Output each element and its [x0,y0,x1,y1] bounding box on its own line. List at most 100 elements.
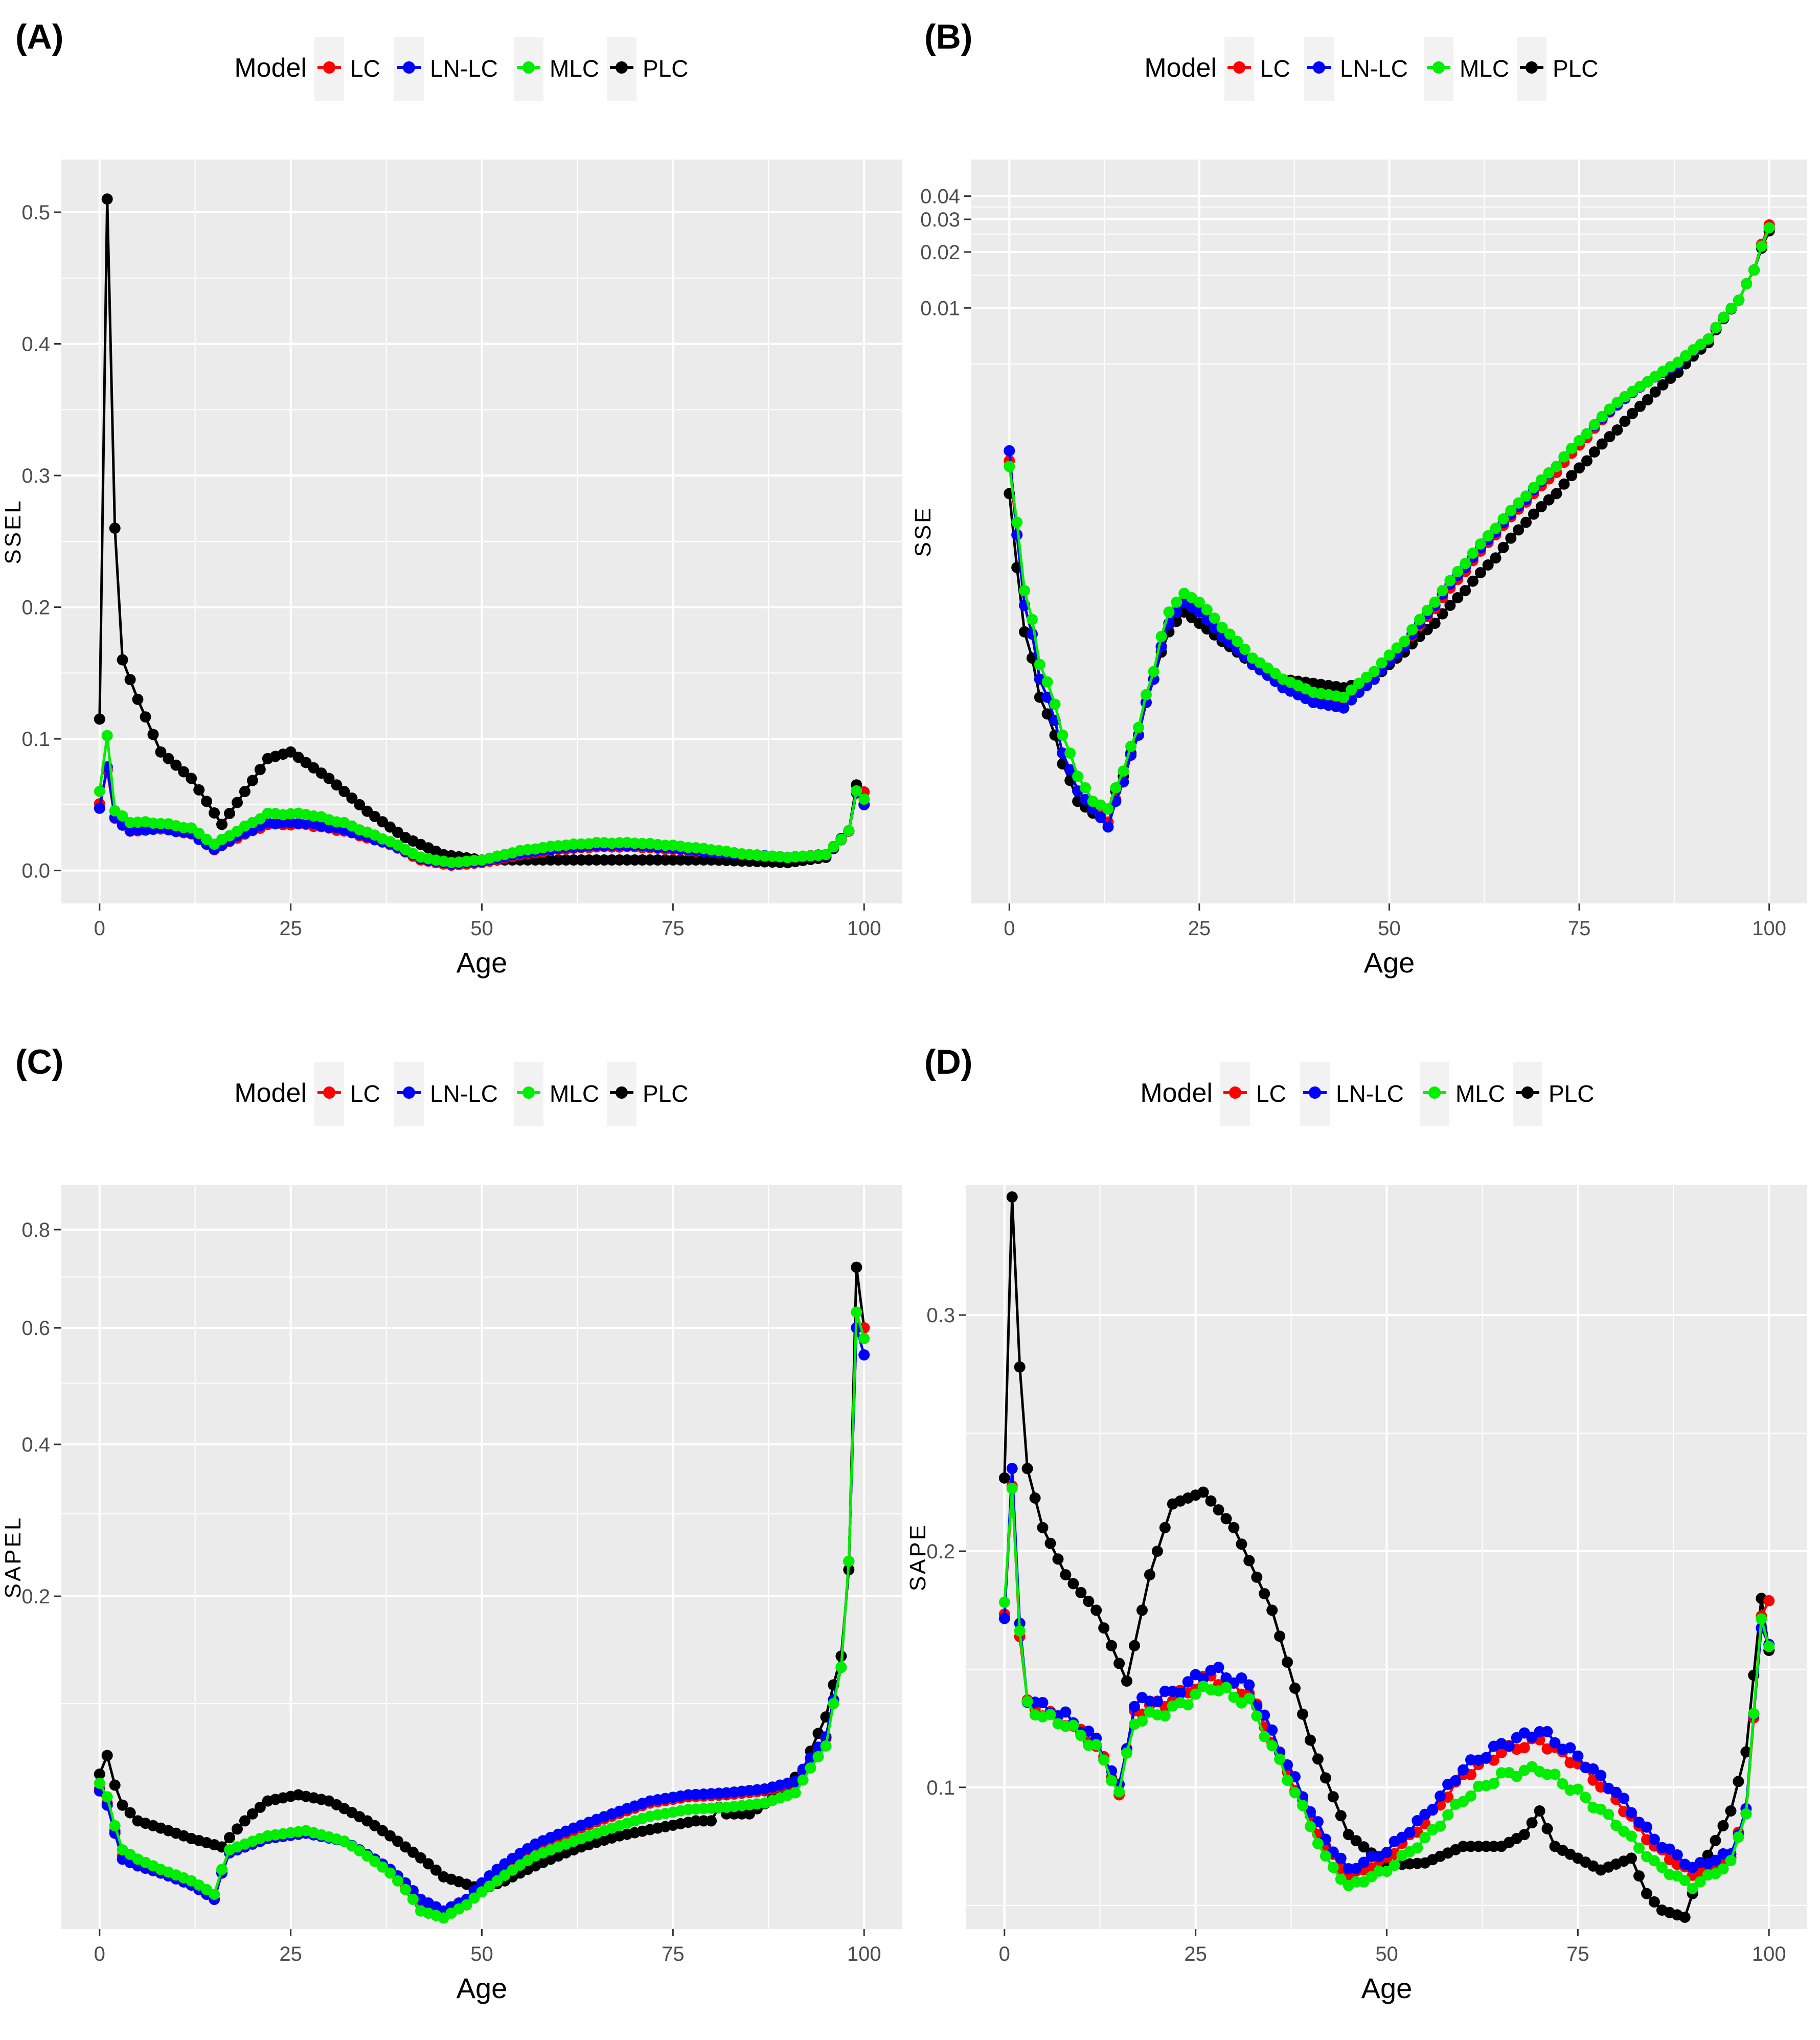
x-tick-label: 75 [1568,917,1591,940]
data-point [1106,1775,1118,1786]
data-point [109,1820,121,1831]
data-point [1581,428,1592,440]
data-point [1353,677,1364,689]
data-point [1733,1831,1744,1843]
data-point [1305,1734,1316,1746]
data-point [1520,490,1532,502]
legend-item: LC [314,37,380,101]
series-mlc [94,1306,870,1924]
data-point [140,711,151,723]
data-point [1513,524,1525,536]
data-point [1725,1805,1737,1817]
data-point [1243,1679,1255,1691]
data-point [998,1613,1010,1624]
data-point [1603,1808,1614,1820]
data-point [1121,1747,1132,1759]
data-point [1665,373,1676,384]
legend-key-dot [1526,61,1538,74]
data-point [1495,1747,1507,1758]
data-point [1649,386,1661,398]
legend-key-dot [323,1086,335,1099]
data-point [1581,455,1592,467]
legend-label: PLC [643,55,688,82]
data-point [1580,1792,1591,1803]
data-point [1587,1763,1599,1775]
data-point [1171,596,1182,608]
legend-key-dot [323,61,335,74]
data-point [828,841,839,853]
data-point [1282,1657,1293,1668]
legend-label: PLC [1553,55,1598,82]
y-axis-title: SAPEL [1,1516,26,1599]
data-point [1052,1553,1064,1565]
data-point [706,1815,717,1827]
data-point [1741,278,1753,289]
data-point [1224,628,1236,640]
data-point [1289,1682,1301,1694]
data-point [1113,1658,1125,1669]
data-point [246,1808,258,1820]
data-point [1634,400,1646,412]
data-point [1358,1841,1370,1853]
series-ln-lc [998,1463,1775,1874]
data-point [1406,624,1418,636]
x-tick-label: 0 [999,1943,1010,1965]
data-point [1381,1866,1393,1877]
data-point [1604,431,1616,443]
data-point [1389,1860,1400,1871]
data-point [1572,1783,1584,1795]
data-point [1756,1613,1767,1625]
data-point [1557,1778,1568,1789]
data-point [789,1787,801,1799]
data-point [1733,1776,1744,1787]
data-point [178,766,190,778]
y-tick-label: 0.2 [21,597,50,619]
data-point [346,792,358,804]
data-point [94,713,105,725]
y-tick-label: 0.6 [21,1317,50,1340]
legend-label: PLC [643,1080,688,1107]
panel-tag: (D) [924,1042,972,1081]
data-point [1505,532,1517,544]
y-tick-label: 0.04 [920,186,960,208]
data-point [1518,1829,1530,1841]
data-point [1182,1699,1194,1711]
data-point [1452,566,1464,577]
data-point [1444,600,1456,611]
data-point [1404,1827,1416,1839]
x-tick-label: 100 [1752,1943,1786,1965]
data-point [1399,636,1410,647]
data-point [1520,516,1532,528]
legend-key-dot [522,61,535,74]
data-point [392,1875,403,1887]
data-point [1435,1790,1446,1802]
y-tick-label: 0.4 [21,333,50,356]
data-point [1588,419,1600,430]
data-point [1574,462,1585,474]
data-point [1381,1847,1393,1858]
legend-item: MLC [1424,37,1509,101]
data-point [1205,1495,1217,1507]
data-point [1687,1883,1698,1894]
data-point [1106,1640,1118,1651]
data-point [1350,1835,1362,1847]
data-point [1626,1807,1637,1819]
data-point [1513,497,1525,509]
legend-key-dot [1313,61,1325,74]
x-tick-label: 25 [279,1943,302,1965]
y-tick-label: 0.1 [926,1777,955,1799]
data-point [1488,1778,1499,1789]
data-point [1467,575,1478,587]
data-point [1756,240,1767,252]
data-point [117,810,128,822]
data-point [1391,642,1403,654]
data-point [797,1774,809,1786]
data-point [430,1864,442,1876]
data-point [1014,1625,1026,1637]
data-point [224,1832,235,1844]
data-point [1482,559,1494,571]
data-point [998,1596,1010,1608]
data-point [1163,606,1175,618]
data-point [1026,614,1038,625]
data-point [1671,1849,1683,1861]
